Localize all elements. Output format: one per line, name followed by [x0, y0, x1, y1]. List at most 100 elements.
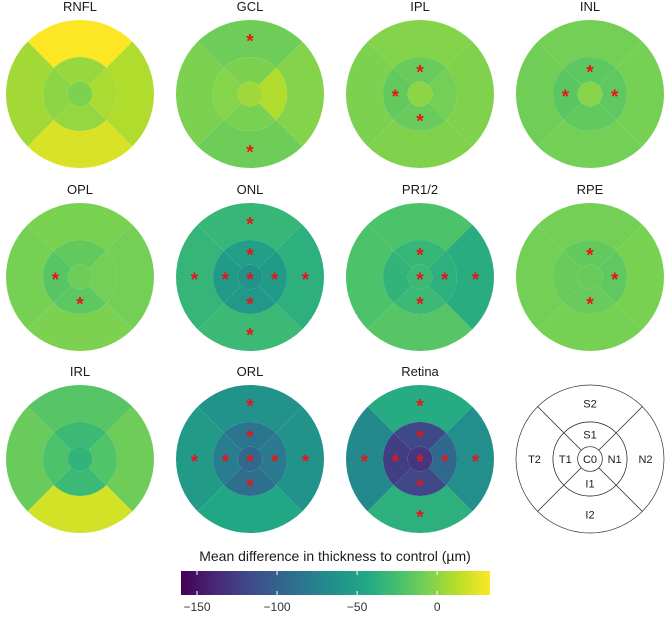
sector-t2 — [516, 41, 564, 147]
sector-s1 — [223, 240, 277, 269]
significance-marker: * — [416, 112, 424, 133]
sector-s2 — [367, 20, 473, 68]
sector-t2 — [176, 224, 224, 330]
sector-s1 — [223, 422, 277, 451]
sector-c0 — [237, 446, 263, 472]
sector-n1 — [88, 432, 117, 486]
sector-n1 — [88, 250, 117, 304]
sector-t2 — [176, 41, 224, 147]
sector-t1 — [553, 250, 582, 304]
sector-c0 — [577, 264, 603, 290]
sector-i1 — [223, 102, 277, 131]
sector-n2 — [106, 224, 154, 330]
significance-marker: * — [246, 452, 254, 473]
sector-n2 — [616, 224, 665, 330]
sector-n2 — [616, 41, 665, 147]
panel-title: PR1/2 — [402, 182, 438, 197]
reference-label-i2: I2 — [585, 510, 594, 522]
panel-title: ONL — [237, 182, 264, 197]
sector-s1 — [563, 56, 617, 86]
significance-marker: * — [191, 452, 199, 473]
sector-n1 — [88, 67, 117, 121]
sector-s1 — [393, 239, 447, 269]
reference-label-t1: T1 — [559, 454, 572, 466]
sector-i2 — [197, 303, 303, 351]
sector-n1 — [428, 67, 457, 121]
sector-n2 — [446, 224, 494, 330]
significance-marker: * — [246, 215, 254, 236]
panel-ipl: IPL * * * — [346, 0, 494, 168]
significance-marker: * — [222, 270, 230, 291]
panel-title: ORL — [237, 364, 264, 379]
sector-c0 — [67, 81, 93, 107]
panel-title: IPL — [410, 0, 430, 14]
sector-n2 — [276, 224, 324, 330]
sector-s2 — [27, 20, 133, 68]
sector-i2 — [537, 120, 643, 169]
reference-label-s2: S2 — [583, 399, 596, 411]
sector-s2 — [367, 203, 473, 251]
sector-s2 — [197, 203, 303, 251]
sector-s1 — [563, 239, 617, 269]
sector-s1 — [53, 240, 107, 269]
sector-c0 — [67, 264, 93, 290]
sector-n2 — [276, 41, 324, 147]
legend-title: Mean difference in thickness to control … — [199, 548, 471, 564]
sector-t2 — [176, 406, 224, 512]
sector-n2 — [106, 41, 154, 147]
sector-t1 — [553, 67, 582, 121]
significance-marker: * — [472, 452, 480, 473]
colorbar-legend: Mean difference in thickness to control … — [181, 548, 490, 614]
colorbar-tick-label: −150 — [183, 600, 210, 614]
colorbar — [181, 571, 490, 595]
colorbar-tick-label: −100 — [264, 600, 291, 614]
panel-title: IRL — [70, 364, 90, 379]
sector-t1 — [213, 67, 242, 121]
significance-marker: * — [586, 62, 594, 83]
sector-t2 — [515, 224, 564, 330]
significance-marker: * — [416, 245, 424, 266]
significance-marker: * — [246, 397, 254, 418]
sector-s1 — [223, 57, 277, 86]
colorbar-tick-label: 0 — [434, 600, 441, 614]
reference-label-i1: I1 — [585, 479, 594, 491]
significance-marker: * — [416, 452, 424, 473]
significance-marker: * — [246, 245, 254, 266]
significance-marker: * — [271, 270, 279, 291]
sector-t1 — [42, 432, 72, 486]
significance-marker: * — [586, 245, 594, 266]
significance-marker: * — [586, 295, 594, 316]
panel-title: OPL — [67, 182, 93, 197]
significance-marker: * — [562, 87, 570, 108]
panel-title: GCL — [237, 0, 264, 14]
sector-c0 — [577, 81, 603, 107]
panel-title: INL — [580, 0, 600, 14]
sector-t2 — [6, 224, 54, 330]
panel-title: RNFL — [63, 0, 97, 14]
sector-t1 — [382, 250, 412, 304]
sector-i1 — [53, 467, 107, 497]
significance-marker: * — [222, 452, 230, 473]
significance-marker: * — [52, 270, 60, 291]
panel-opl: OPL * * — [6, 182, 154, 351]
significance-marker: * — [271, 452, 279, 473]
sector-n2 — [446, 41, 494, 147]
sector-i2 — [367, 120, 473, 168]
significance-marker: * — [416, 295, 424, 316]
sector-i1 — [53, 102, 107, 131]
sector-i1 — [393, 467, 447, 496]
sector-s1 — [393, 421, 447, 451]
sector-t2 — [346, 406, 394, 512]
sector-t1 — [382, 432, 412, 486]
panel-gcl: GCL * * — [176, 0, 324, 168]
sector-s2 — [537, 19, 643, 68]
significance-marker: * — [361, 452, 369, 473]
sector-t2 — [6, 41, 54, 147]
significance-marker: * — [246, 143, 254, 164]
sector-i2 — [27, 120, 133, 168]
significance-marker: * — [392, 87, 400, 108]
sector-n1 — [258, 250, 287, 304]
reference-label-n1: N1 — [608, 454, 622, 466]
sector-n1 — [428, 432, 457, 486]
